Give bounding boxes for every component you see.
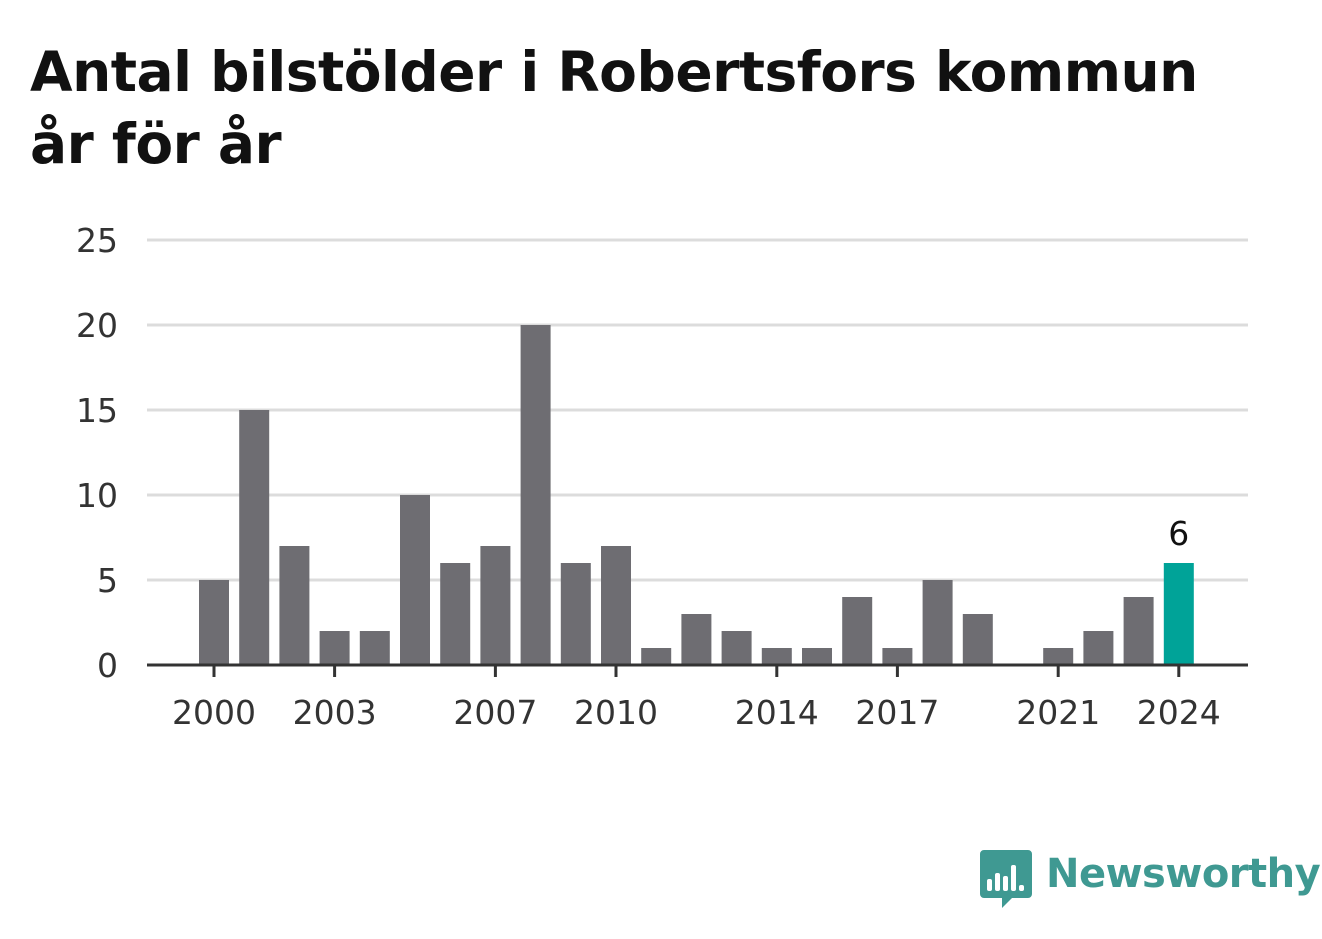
bar <box>922 580 953 665</box>
y-tick-label: 20 <box>76 306 118 345</box>
annotations: 6 <box>1168 514 1189 553</box>
x-axis: 2000 2003 2007 2010 2014 2017 2021 2024 <box>147 663 1248 732</box>
bar <box>1163 563 1194 665</box>
bar <box>882 648 913 665</box>
x-tick-label: 2021 <box>1016 693 1100 732</box>
y-tick-label: 25 <box>76 221 118 260</box>
chart-title-line-2: år för år <box>30 112 282 176</box>
bar <box>761 648 792 665</box>
bar <box>1043 648 1074 665</box>
highlight-value-label: 6 <box>1168 514 1189 553</box>
x-tick-label: 2017 <box>855 693 939 732</box>
y-tick-label: 5 <box>97 561 118 600</box>
x-tick-label: 2010 <box>574 693 658 732</box>
bar <box>802 648 832 665</box>
x-tick-label: 2024 <box>1137 693 1221 732</box>
brand-logo: Newsworthy <box>980 850 1321 914</box>
gridlines <box>147 238 1248 582</box>
y-tick-label: 15 <box>76 391 118 430</box>
bar <box>400 495 430 665</box>
x-tick-label: 2014 <box>735 693 819 732</box>
bar <box>842 597 873 665</box>
newsworthy-logo-icon <box>980 850 1032 908</box>
bar <box>319 631 350 665</box>
bar <box>520 325 551 665</box>
bar <box>1123 597 1154 665</box>
x-tick-label: 2000 <box>172 693 256 732</box>
bar <box>560 563 591 665</box>
bar <box>641 648 672 665</box>
y-axis-labels: 0 5 10 15 20 25 <box>76 221 118 685</box>
bar <box>962 614 993 665</box>
bar <box>239 410 270 665</box>
y-tick-label: 0 <box>97 646 118 685</box>
chart-title-line-1: Antal bilstölder i Robertsfors kommun <box>30 40 1198 104</box>
bar <box>721 631 752 665</box>
chart-title: Antal bilstölder i Robertsfors kommun år… <box>30 36 1290 180</box>
x-tick-label: 2003 <box>293 693 377 732</box>
brand-name: Newsworthy <box>1046 851 1321 897</box>
bar <box>279 546 310 665</box>
bar <box>1083 631 1114 665</box>
bar <box>359 631 390 665</box>
bar <box>440 563 471 665</box>
bar <box>480 546 511 665</box>
x-tick-label: 2007 <box>453 693 537 732</box>
bar <box>601 546 631 665</box>
bar <box>199 580 229 665</box>
bars <box>199 325 1194 665</box>
y-tick-label: 10 <box>76 476 118 515</box>
bar <box>681 614 712 665</box>
